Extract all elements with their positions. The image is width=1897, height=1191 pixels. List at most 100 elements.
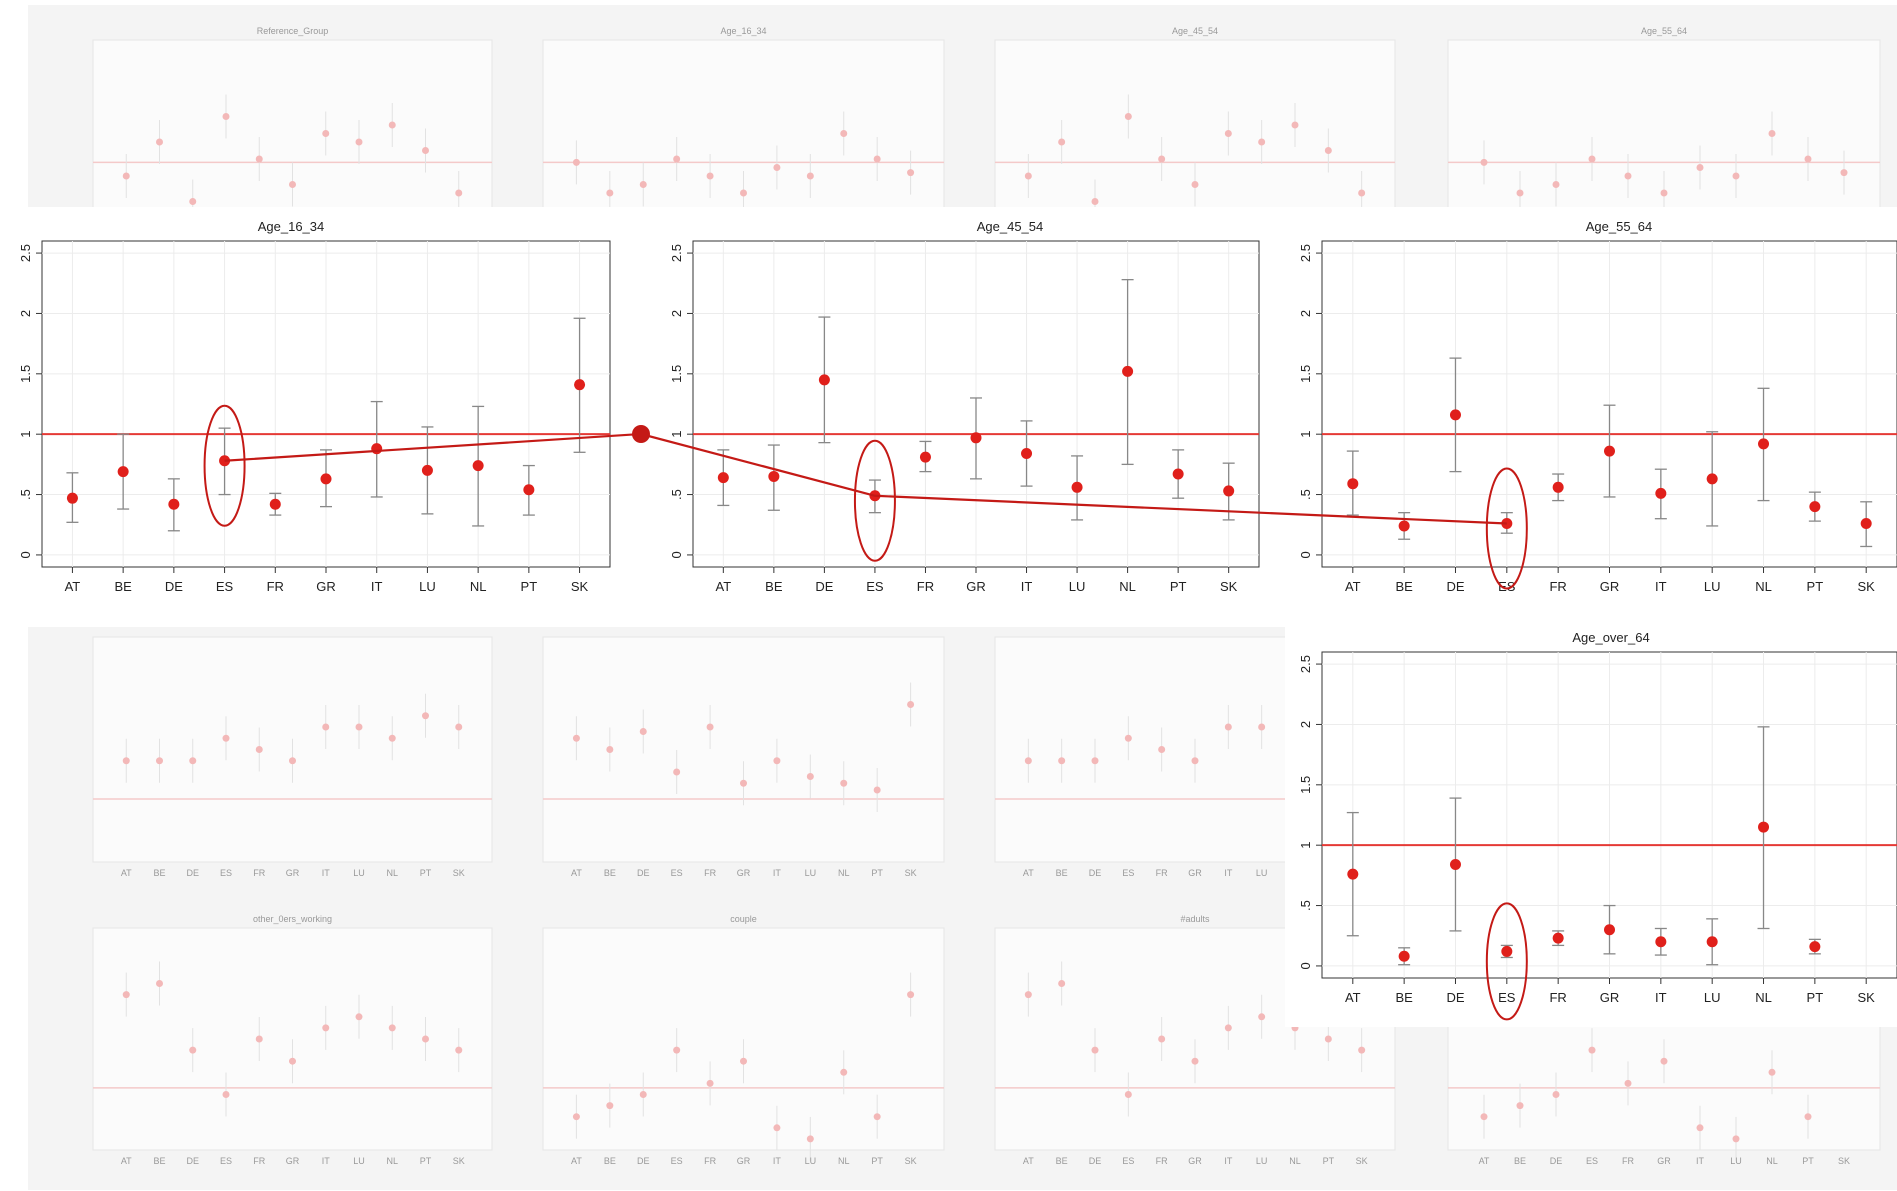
faded-panel: AT BE DE ES FR GR IT LU NL PT SK <box>542 636 945 878</box>
faded-tick-label: DE <box>637 1156 650 1166</box>
faded-point <box>422 1035 429 1043</box>
y-tick-label: .5 <box>1298 900 1313 911</box>
faded-point <box>1258 138 1266 146</box>
faded-tick-label: PT <box>1802 1156 1814 1166</box>
faded-tick-label: FR <box>253 868 265 878</box>
data-point <box>1809 941 1821 953</box>
faded-point <box>156 980 163 987</box>
y-tick-label: 2 <box>1298 721 1313 728</box>
y-tick-label: 0 <box>669 551 684 558</box>
faded-point <box>1158 1035 1166 1043</box>
data-point <box>472 460 484 472</box>
faded-tick-label: PT <box>871 1156 883 1166</box>
faded-tick-label: LU <box>353 868 365 878</box>
faded-plot-frame <box>542 927 945 1151</box>
data-point <box>1809 501 1821 513</box>
data-point <box>1172 468 1184 480</box>
faded-tick-label: SK <box>1356 1156 1368 1166</box>
faded-point <box>639 181 647 188</box>
x-tick-label: NL <box>1755 579 1772 594</box>
faded-plot-frame <box>92 927 493 1151</box>
faded-point <box>388 734 396 742</box>
data-point <box>1604 924 1615 936</box>
faded-tick-label: NL <box>1289 1156 1301 1166</box>
x-tick-label: PT <box>1807 990 1824 1005</box>
faded-point <box>189 1046 197 1054</box>
x-tick-label: PT <box>1170 579 1187 594</box>
faded-tick-label: IT <box>773 868 782 878</box>
x-tick-label: DE <box>815 579 833 594</box>
y-tick-label: 1.5 <box>669 365 684 383</box>
x-tick-label: DE <box>165 579 183 594</box>
faded-tick-label: AT <box>121 868 132 878</box>
faded-point <box>1124 113 1132 120</box>
faded-point <box>1358 1046 1366 1054</box>
faded-point <box>606 1102 614 1110</box>
faded-point <box>422 712 429 720</box>
y-tick-label: 0 <box>1298 962 1313 969</box>
y-tick-label: 1 <box>18 431 33 438</box>
faded-tick-label: GR <box>1657 1156 1671 1166</box>
faded-tick-label: GR <box>286 868 300 878</box>
highlight-ellipse <box>853 439 896 562</box>
faded-point <box>1258 723 1266 731</box>
faded-tick-label: LU <box>1730 1156 1742 1166</box>
data-point <box>1552 481 1564 493</box>
faded-point <box>806 1135 814 1143</box>
faded-point <box>455 1046 463 1054</box>
faded-point <box>873 786 881 794</box>
faded-background-top: Reference_Group Age_16_34 Age_45_54 Age_55_… <box>28 5 1897 224</box>
faded-tick-label: FR <box>1622 1156 1634 1166</box>
faded-tick-label: ES <box>671 868 683 878</box>
faded-point <box>1516 189 1524 197</box>
x-tick-label: AT <box>1345 990 1361 1005</box>
faded-tick-label: FR <box>704 1156 716 1166</box>
data-point <box>1449 409 1461 421</box>
faded-point <box>1258 1013 1266 1021</box>
data-point <box>421 464 433 476</box>
faded-point <box>1058 138 1066 146</box>
y-tick-label: 2.5 <box>1298 244 1313 262</box>
x-tick-label: ES <box>1498 579 1516 594</box>
faded-tick-label: DE <box>637 868 650 878</box>
faded-point <box>1588 1046 1596 1054</box>
data-point <box>1223 485 1235 497</box>
faded-tick-label: GR <box>1188 1156 1202 1166</box>
faded-point <box>455 189 463 197</box>
y-tick-label: 1 <box>669 431 684 438</box>
highlight-ellipse <box>203 404 246 527</box>
faded-point <box>189 198 197 205</box>
data-point <box>768 470 780 482</box>
faded-panel: AT BE DE ES FR GR IT LU NL PT SK <box>92 636 493 878</box>
faded-panel-title: other_0ers_working <box>253 914 332 924</box>
data-point <box>1398 950 1410 962</box>
data-point <box>818 374 830 386</box>
panel-age-over-64: Age_over_64 0 .5 1 1.5 2 2.5 AT BE DE ES FR GR IT LU N… <box>1298 630 1897 1005</box>
faded-tick-label: NL <box>838 1156 850 1166</box>
faded-point <box>1804 155 1812 163</box>
faded-point <box>1058 757 1066 765</box>
faded-tick-label: BE <box>604 1156 616 1166</box>
faded-tick-label: PT <box>1323 1156 1335 1166</box>
faded-point <box>1552 181 1560 188</box>
faded-panel: Age_45_54 <box>994 26 1396 224</box>
x-tick-label: PT <box>521 579 538 594</box>
faded-point <box>673 768 681 776</box>
faded-point <box>773 757 781 765</box>
faded-panel: couple AT BE DE ES FR GR IT LU NL PT SK <box>542 914 945 1166</box>
faded-point <box>222 1091 230 1098</box>
x-tick-label: ES <box>216 579 234 594</box>
faded-point <box>1552 1091 1560 1098</box>
data-point <box>1449 859 1461 871</box>
faded-tick-label: AT <box>1479 1156 1490 1166</box>
faded-tick-label: GR <box>1188 868 1202 878</box>
faded-tick-label: DE <box>1089 1156 1102 1166</box>
annotation-layer <box>203 404 1528 1021</box>
faded-point <box>1224 723 1232 731</box>
faded-point <box>1804 1113 1812 1121</box>
faded-point <box>706 172 714 180</box>
y-tick-label: 0 <box>18 551 33 558</box>
faded-tick-label: BE <box>153 868 165 878</box>
faded-point <box>572 1113 580 1121</box>
faded-point <box>1224 1024 1232 1032</box>
